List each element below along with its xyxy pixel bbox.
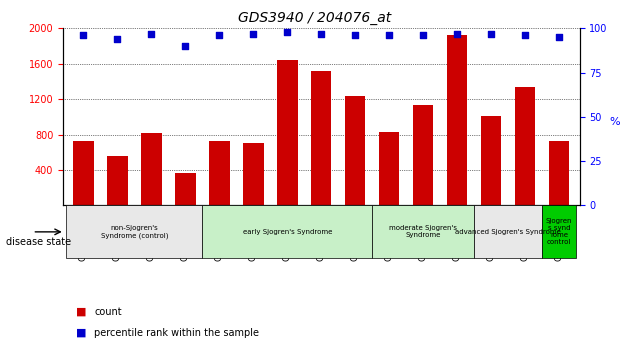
Point [214, 33, 224, 38]
Bar [515, 87, 535, 205]
Text: percentile rank within the sample: percentile rank within the sample [94, 328, 260, 338]
Text: ■: ■ [76, 307, 86, 316]
Bar [379, 132, 399, 205]
Bar [243, 143, 263, 205]
Bar [549, 141, 570, 205]
Text: moderate Sjogren's
Syndrome: moderate Sjogren's Syndrome [389, 225, 457, 238]
Bar [481, 116, 501, 205]
Text: count: count [94, 307, 122, 316]
Text: non-Sjogren's
Syndrome (control): non-Sjogren's Syndrome (control) [101, 225, 168, 239]
FancyBboxPatch shape [542, 205, 576, 258]
Bar [73, 141, 94, 205]
Text: early Sjogren's Syndrome: early Sjogren's Syndrome [243, 229, 332, 235]
FancyBboxPatch shape [66, 205, 202, 258]
Bar [141, 133, 161, 205]
Point [316, 31, 326, 36]
Point [282, 29, 292, 35]
Point [554, 34, 564, 40]
Point [112, 36, 122, 42]
Text: advanced Sjogren's Syndrome: advanced Sjogren's Syndrome [455, 229, 561, 235]
Point [350, 33, 360, 38]
Bar [345, 97, 365, 205]
Y-axis label: %: % [609, 117, 620, 127]
Point [146, 31, 156, 36]
Point [418, 33, 428, 38]
Point [384, 33, 394, 38]
Bar [447, 35, 467, 205]
Text: GDS3940 / 204076_at: GDS3940 / 204076_at [238, 11, 392, 25]
Point [78, 33, 88, 38]
Point [248, 31, 258, 36]
Bar [175, 173, 195, 205]
FancyBboxPatch shape [202, 205, 372, 258]
Bar [277, 60, 297, 205]
Bar [107, 156, 127, 205]
Point [180, 43, 190, 49]
Point [486, 31, 496, 36]
Bar [209, 141, 229, 205]
FancyBboxPatch shape [372, 205, 474, 258]
Point [452, 31, 462, 36]
FancyBboxPatch shape [474, 205, 542, 258]
Text: ■: ■ [76, 328, 86, 338]
Text: Sjogren
s synd
rome
control: Sjogren s synd rome control [546, 218, 573, 245]
Text: disease state: disease state [6, 238, 71, 247]
Bar [413, 105, 433, 205]
Point [520, 33, 530, 38]
Bar [311, 71, 331, 205]
